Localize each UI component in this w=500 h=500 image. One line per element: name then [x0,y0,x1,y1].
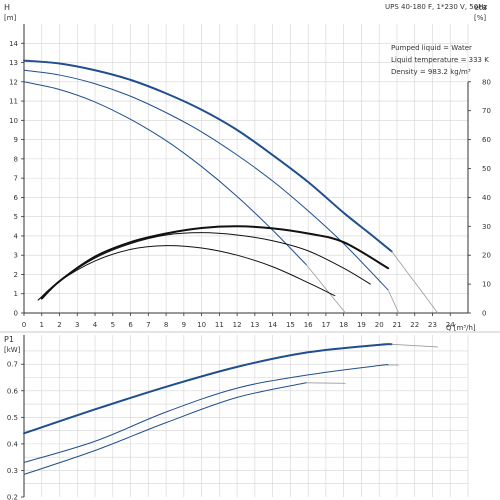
power-curve-tail-p1 [391,343,438,348]
flow-tick-label: 18 [339,321,348,329]
legend-line-liquid: Pumped liquid = Water [391,44,472,52]
eta-tick-label: 80 [482,78,491,86]
power-tick-label: 0.2 [7,494,18,500]
head-curve-h3 [23,81,307,266]
power-chart-grid [23,335,469,497]
eta-curve-e2 [37,232,371,301]
head-curve-tail-h2 [387,289,400,314]
legend-title: UPS 40-180 F, 1*230 V, 50Hz [385,3,487,11]
head-tick-label: 10 [9,117,18,125]
flow-tick-label: 15 [286,321,295,329]
power-tick-label: 0.3 [7,467,18,475]
flow-tick-label: 9 [182,321,186,329]
power-tick-label: 0.6 [7,387,19,395]
flow-axis-label: Q [m³/h] [446,324,476,332]
eta-curve-e3 [37,245,336,301]
flow-tick-label: 16 [304,321,313,329]
flow-tick-label: 6 [128,321,133,329]
flow-tick-label: 11 [215,321,224,329]
head-tick-label: 0 [14,310,18,318]
head-curve-tail-h3 [306,264,346,314]
head-tick-label: 5 [14,213,18,221]
power-curve-p3 [23,382,307,475]
flow-tick-label: 4 [93,321,98,329]
eta-axis-label-unit: [%] [474,14,486,22]
head-tick-label: 7 [14,175,18,183]
flow-tick-label: 5 [111,321,115,329]
flow-tick-label: 7 [146,321,150,329]
flow-tick-label: 10 [197,321,206,329]
head-chart-curves [23,59,439,314]
flow-tick-label: 12 [233,321,242,329]
flow-tick-label: 3 [75,321,79,329]
legend-line-temperature: Liquid temperature = 333 K [391,56,489,64]
flow-tick-label: 17 [321,321,330,329]
head-tick-label: 3 [14,252,18,260]
legend-line-density: Density = 983.2 kg/m³ [391,68,471,76]
flow-tick-label: 20 [375,321,384,329]
flow-tick-label: 2 [57,321,61,329]
head-tick-label: 9 [14,136,18,144]
head-tick-label: 2 [14,271,18,279]
flow-tick-label: 0 [22,321,26,329]
head-tick-label: 14 [9,40,18,48]
power-tick-label: 0.7 [7,361,18,369]
flow-tick-label: 1 [40,321,44,329]
flow-tick-label: 23 [428,321,437,329]
head-tick-label: 8 [14,155,18,163]
flow-tick-label: 8 [164,321,168,329]
eta-tick-label: 0 [482,310,486,318]
power-tick-label: 0.5 [7,414,18,422]
head-axis-label-symbol: H [4,3,10,12]
eta-curve-e1 [40,225,390,300]
head-curve-tail-h1 [391,251,439,314]
eta-axis-label-symbol: eta [474,3,487,12]
head-axis-label-unit: [m] [4,14,17,22]
power-chart-axes: 0.2 0.3 0.4 0.5 0.6 0.7 [0,331,500,500]
power-tick-label: 0.4 [7,440,19,448]
head-curve-h2 [23,69,389,291]
legend-box: UPS 40-180 F, 1*230 V, 50Hz Pumped liqui… [385,3,489,76]
head-tick-label: 1 [14,290,18,298]
eta-tick-label: 10 [482,281,491,289]
eta-tick-label: 20 [482,252,491,260]
head-tick-label: 11 [9,98,18,106]
power-axis-label-symbol: P1 [4,335,14,344]
head-tick-label: 13 [9,59,18,67]
flow-tick-label: 19 [357,321,366,329]
flow-tick-label: 14 [268,321,277,329]
head-curve-h1 [23,59,393,253]
eta-tick-label: 50 [482,165,491,173]
power-curve-tail-p3 [306,382,346,384]
flow-tick-label: 22 [410,321,419,329]
flow-tick-label: 13 [250,321,259,329]
eta-tick-label: 40 [482,194,491,202]
power-curve-p1 [23,343,393,435]
flow-tick-label: 21 [392,321,401,329]
power-curve-p2 [23,364,389,463]
head-tick-label: 6 [14,194,19,202]
power-chart-curves [23,343,438,475]
head-tick-label: 4 [14,232,19,240]
eta-tick-label: 60 [482,136,491,144]
head-chart-grid [23,24,469,314]
power-axis-label-unit: [kW] [4,346,21,354]
flow-tick-label: 24 [446,321,455,329]
head-tick-label: 12 [9,78,18,86]
eta-tick-label: 70 [482,107,491,115]
eta-tick-label: 30 [482,223,491,231]
